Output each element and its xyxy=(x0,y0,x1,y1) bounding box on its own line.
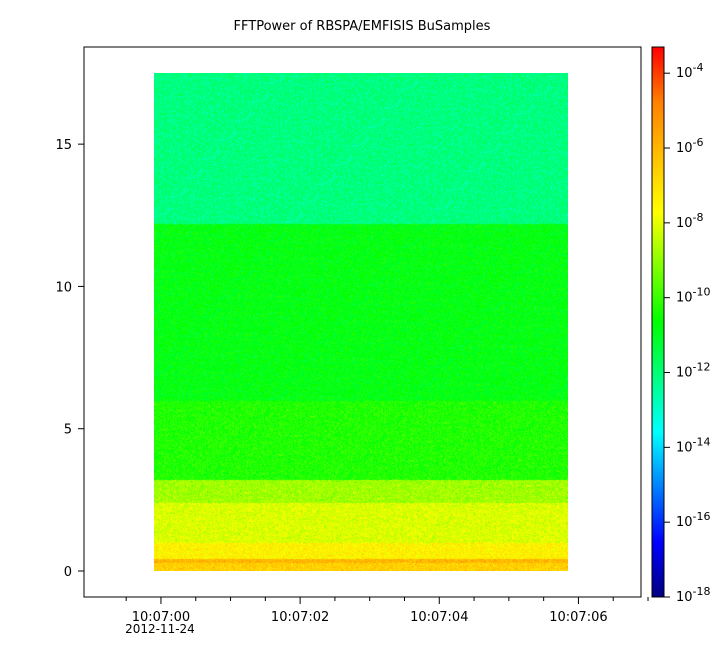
colorbar-tick-label: 10-12 xyxy=(676,361,711,381)
x-tick-label: 10:07:06 xyxy=(549,610,607,625)
y-tick-label: 15 xyxy=(55,138,72,153)
y-tick-label: 0 xyxy=(64,565,72,580)
spectrogram-area xyxy=(154,73,568,571)
x-tick-label: 10:07:04 xyxy=(410,610,468,625)
spectrogram-image-wrapper xyxy=(154,73,568,571)
x-tick-label: 10:07:00 xyxy=(132,610,190,625)
x-tick-label: 10:07:02 xyxy=(271,610,329,625)
colorbar-tick-label: 10-10 xyxy=(676,286,711,306)
y-tick-label: 10 xyxy=(55,280,72,295)
colorbar-gradient-bar xyxy=(651,46,665,598)
colorbar-tick-label: 10-8 xyxy=(676,211,704,231)
spectrogram-image xyxy=(154,73,568,571)
colorbar-tick-label: 10-6 xyxy=(676,136,704,156)
x-tick-date-label: 2012-11-24 xyxy=(125,622,195,636)
y-tick-label: 5 xyxy=(64,423,72,438)
colorbar-tick-label: 10-4 xyxy=(676,61,704,81)
y-axis: 0 5 10 15 xyxy=(55,138,84,580)
chart-title: FFTPower of RBSPA/EMFISIS BuSamples xyxy=(234,19,491,34)
colorbar-tick-label: 10-14 xyxy=(676,435,711,455)
colorbar-tick-label: 10-16 xyxy=(676,510,711,530)
colorbar-ticks: 10-18 10-16 10-14 10-12 10-10 10-8 10-6 10-4 xyxy=(664,61,711,605)
colorbar: 10-18 10-16 10-14 10-12 10-10 10-8 10-6 10-4 xyxy=(651,46,711,605)
colorbar-tick-label: 10-18 xyxy=(676,585,711,605)
